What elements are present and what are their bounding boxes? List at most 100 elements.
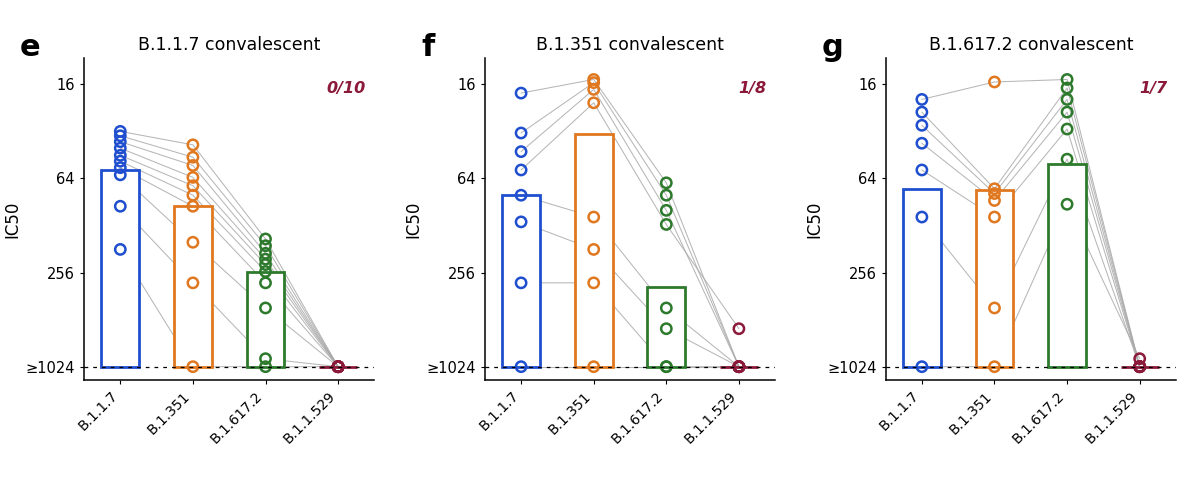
Bar bbox=[575, 134, 612, 367]
Bar bbox=[247, 272, 284, 367]
Point bbox=[110, 151, 130, 159]
Bar bbox=[648, 287, 685, 367]
Point bbox=[656, 221, 676, 228]
Point bbox=[256, 355, 275, 363]
Point bbox=[256, 235, 275, 243]
Point bbox=[1130, 363, 1150, 371]
Point bbox=[912, 139, 931, 147]
Point bbox=[511, 191, 530, 199]
Point bbox=[912, 213, 931, 221]
Point bbox=[184, 279, 203, 287]
Text: f: f bbox=[421, 33, 434, 62]
Point bbox=[256, 255, 275, 263]
Point bbox=[184, 153, 203, 161]
Point bbox=[656, 363, 676, 371]
Point bbox=[656, 206, 676, 214]
Bar bbox=[503, 195, 540, 367]
Point bbox=[1130, 363, 1150, 371]
Point bbox=[1057, 108, 1076, 116]
Point bbox=[730, 363, 749, 371]
Point bbox=[584, 75, 604, 83]
Text: 1/8: 1/8 bbox=[738, 81, 767, 96]
Point bbox=[1057, 125, 1076, 133]
Bar bbox=[1049, 164, 1086, 367]
Point bbox=[1130, 363, 1150, 371]
Point bbox=[184, 202, 203, 210]
Bar bbox=[976, 190, 1013, 367]
Text: 0/10: 0/10 bbox=[326, 81, 366, 96]
Point bbox=[184, 182, 203, 189]
Point bbox=[184, 173, 203, 181]
Point bbox=[730, 363, 749, 371]
Point bbox=[730, 363, 749, 371]
Bar bbox=[102, 170, 139, 367]
Title: B.1.351 convalescent: B.1.351 convalescent bbox=[536, 36, 724, 54]
Point bbox=[256, 279, 275, 287]
Point bbox=[329, 363, 348, 371]
Point bbox=[912, 363, 931, 371]
Point bbox=[1057, 95, 1076, 103]
Point bbox=[584, 279, 604, 287]
Point bbox=[329, 363, 348, 371]
Point bbox=[1130, 363, 1150, 371]
Bar bbox=[904, 189, 941, 367]
Text: 1/7: 1/7 bbox=[1139, 81, 1168, 96]
Point bbox=[584, 79, 604, 87]
Point bbox=[1057, 84, 1076, 92]
Title: B.1.1.7 convalescent: B.1.1.7 convalescent bbox=[138, 36, 320, 54]
Point bbox=[912, 121, 931, 129]
Point bbox=[730, 363, 749, 371]
Text: g: g bbox=[822, 33, 844, 62]
Point bbox=[656, 304, 676, 312]
Point bbox=[110, 144, 130, 152]
Y-axis label: IC50: IC50 bbox=[805, 201, 823, 238]
Point bbox=[110, 202, 130, 210]
Point bbox=[511, 279, 530, 287]
Point bbox=[1057, 75, 1076, 83]
Point bbox=[1130, 363, 1150, 371]
Point bbox=[184, 141, 203, 149]
Point bbox=[656, 191, 676, 199]
Y-axis label: IC50: IC50 bbox=[4, 201, 22, 238]
Point bbox=[584, 99, 604, 107]
Point bbox=[730, 363, 749, 371]
Point bbox=[110, 128, 130, 135]
Point bbox=[730, 363, 749, 371]
Point bbox=[1130, 355, 1150, 363]
Y-axis label: IC50: IC50 bbox=[404, 201, 422, 238]
Point bbox=[110, 164, 130, 171]
Point bbox=[511, 218, 530, 226]
Point bbox=[584, 213, 604, 221]
Point bbox=[584, 363, 604, 371]
Point bbox=[730, 363, 749, 371]
Point bbox=[184, 191, 203, 199]
Point bbox=[985, 78, 1004, 86]
Point bbox=[511, 129, 530, 137]
Point bbox=[110, 157, 130, 165]
Text: e: e bbox=[20, 33, 41, 62]
Point bbox=[110, 245, 130, 253]
Point bbox=[329, 363, 348, 371]
Point bbox=[184, 162, 203, 169]
Bar bbox=[174, 206, 211, 367]
Point bbox=[329, 363, 348, 371]
Point bbox=[110, 138, 130, 146]
Point bbox=[329, 363, 348, 371]
Point bbox=[985, 213, 1004, 221]
Point bbox=[256, 304, 275, 312]
Title: B.1.617.2 convalescent: B.1.617.2 convalescent bbox=[929, 36, 1133, 54]
Point bbox=[256, 242, 275, 250]
Point bbox=[110, 171, 130, 179]
Point bbox=[985, 189, 1004, 197]
Point bbox=[656, 179, 676, 187]
Point bbox=[730, 325, 749, 333]
Point bbox=[511, 89, 530, 97]
Point bbox=[329, 363, 348, 371]
Point bbox=[985, 363, 1004, 371]
Point bbox=[912, 166, 931, 174]
Point bbox=[256, 261, 275, 268]
Point bbox=[329, 363, 348, 371]
Point bbox=[985, 197, 1004, 205]
Point bbox=[329, 363, 348, 371]
Point bbox=[256, 249, 275, 257]
